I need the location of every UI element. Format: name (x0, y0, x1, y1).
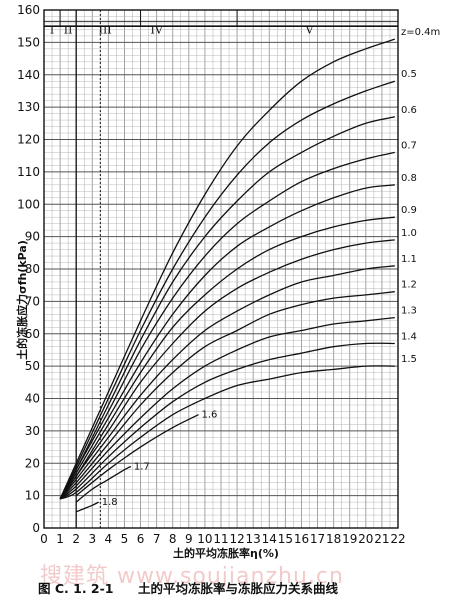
series-line (59, 216, 395, 500)
y-tick-label: 100 (17, 197, 40, 211)
y-tick-label: 40 (25, 392, 40, 406)
y-tick-label: 20 (25, 456, 40, 470)
series-line (59, 342, 395, 500)
curve-label: 0.6 (401, 105, 417, 116)
curve-label: 1.4 (401, 331, 417, 342)
x-tick-label: 5 (121, 532, 129, 546)
x-tick-label: 10 (197, 532, 212, 546)
curve-label: 0.7 (401, 140, 417, 151)
series-line (59, 184, 395, 500)
plot-frame (43, 9, 399, 529)
tick-labels: 0102030405060708090100110120130140150160… (17, 3, 406, 546)
y-tick-label: 30 (25, 424, 40, 438)
series-line (59, 151, 395, 500)
figure-number: 图 C. 1. 2-1 (38, 581, 114, 596)
x-tick-label: 1 (56, 532, 64, 546)
curve-label: 0.9 (401, 205, 417, 216)
x-tick-label: 19 (342, 532, 357, 546)
x-tick-label: 3 (88, 532, 96, 546)
x-tick-label: 12 (229, 532, 244, 546)
series-line (59, 316, 395, 500)
y-tick-label: 110 (17, 165, 40, 179)
series-line (75, 465, 132, 503)
zone-label: I (50, 23, 54, 36)
curve-label: 1.3 (401, 306, 417, 317)
y-tick-label: 0 (32, 521, 40, 535)
zone-label: V (305, 23, 315, 36)
curve-label: 0.8 (401, 173, 417, 184)
curve-label: 1.6 (201, 410, 217, 421)
series-line (75, 414, 199, 497)
figure-title: 土的平均冻胀率与冻胀应力关系曲线 (138, 581, 339, 596)
curve-label: 1.2 (401, 280, 417, 291)
x-tick-label: 22 (390, 532, 405, 546)
x-tick-label: 4 (105, 532, 113, 546)
x-tick-label: 8 (169, 532, 177, 546)
y-tick-label: 60 (25, 327, 40, 341)
curve-label: 1.1 (401, 254, 417, 265)
y-tick-label: 80 (25, 262, 40, 276)
curve-label: 1.8 (102, 497, 118, 508)
zone-markers: I II III IV V (44, 10, 398, 528)
x-axis-title: 土的平均冻胀率η(%) (173, 546, 279, 560)
zone-label: IV (150, 23, 163, 36)
series-line (59, 365, 395, 500)
y-tick-label: 150 (17, 35, 40, 49)
x-tick-label: 15 (278, 532, 293, 546)
x-tick-label: 18 (326, 532, 341, 546)
series-line (59, 80, 396, 500)
curve-label: 1.0 (401, 228, 417, 239)
x-tick-label: 6 (137, 532, 145, 546)
x-tick-label: 9 (185, 532, 193, 546)
x-tick-label: 0 (40, 532, 48, 546)
zone-label: III (99, 23, 112, 36)
watermark: 搜建筑 www.soujianzhu.cn (40, 564, 344, 588)
series-line (75, 501, 99, 513)
curve-label: 1.7 (134, 461, 150, 472)
y-tick-label: 90 (25, 230, 40, 244)
y-tick-label: 50 (25, 359, 40, 373)
x-tick-label: 2 (72, 532, 80, 546)
y-tick-label: 70 (25, 294, 40, 308)
curves (59, 38, 396, 513)
y-axis-title: 土的冻胀应力σfh(kPa) (15, 240, 29, 360)
x-tick-label: 14 (262, 532, 277, 546)
y-tick-label: 130 (17, 100, 40, 114)
series-line (59, 265, 395, 500)
curve-label: z=0.4m (401, 27, 440, 38)
x-tick-label: 13 (246, 532, 261, 546)
series-line (59, 239, 395, 500)
x-tick-label: 7 (153, 532, 161, 546)
series-line (59, 38, 396, 500)
y-tick-label: 10 (25, 489, 40, 503)
x-tick-label: 11 (213, 532, 228, 546)
figure-caption: 图 C. 1. 2-1 土的平均冻胀率与冻胀应力关系曲线 (0, 576, 452, 598)
series-line (59, 116, 395, 500)
y-tick-label: 160 (17, 3, 40, 17)
x-tick-label: 20 (358, 532, 373, 546)
x-tick-label: 16 (294, 532, 309, 546)
curve-label: 0.5 (401, 69, 417, 80)
curve-labels: z=0.4m 0.5 0.6 0.7 0.8 0.9 1.0 1.1 1.2 1.3 1.4 1.5 1… (102, 27, 441, 508)
y-tick-label: 140 (17, 68, 40, 82)
y-tick-label: 120 (17, 133, 40, 147)
x-tick-label: 17 (310, 532, 325, 546)
curve-label: 1.5 (401, 354, 417, 365)
series-line (59, 291, 395, 500)
zone-label: II (64, 23, 73, 36)
grid (43, 9, 399, 529)
x-tick-label: 21 (374, 532, 389, 546)
